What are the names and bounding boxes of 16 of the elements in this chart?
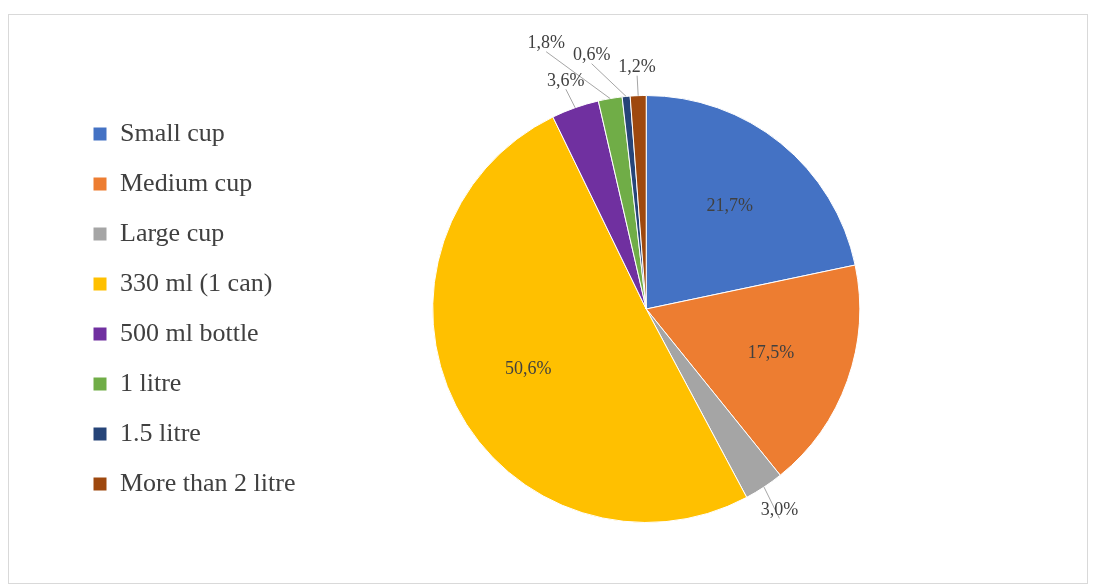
legend-label: Small cup [120,117,225,147]
data-label: 1,8% [527,32,565,53]
data-label: 50,6% [505,357,552,378]
data-label: 3,0% [760,499,799,520]
data-label: 21,7% [706,194,753,215]
legend-label: More than 2 litre [120,467,296,497]
legend-label: 1 litre [120,367,182,397]
data-label: 3,6% [547,70,585,90]
legend-label: 330 ml (1 can) [120,267,273,297]
data-label: 17,5% [747,342,795,363]
data-label: 1,2% [618,56,656,77]
legend-label: Medium cup [120,167,253,197]
legend-label: Large cup [120,217,225,247]
legend-label: 500 ml bottle [120,317,259,347]
legend-label: 1.5 litre [120,417,201,447]
data-label: 0,6% [572,44,611,65]
